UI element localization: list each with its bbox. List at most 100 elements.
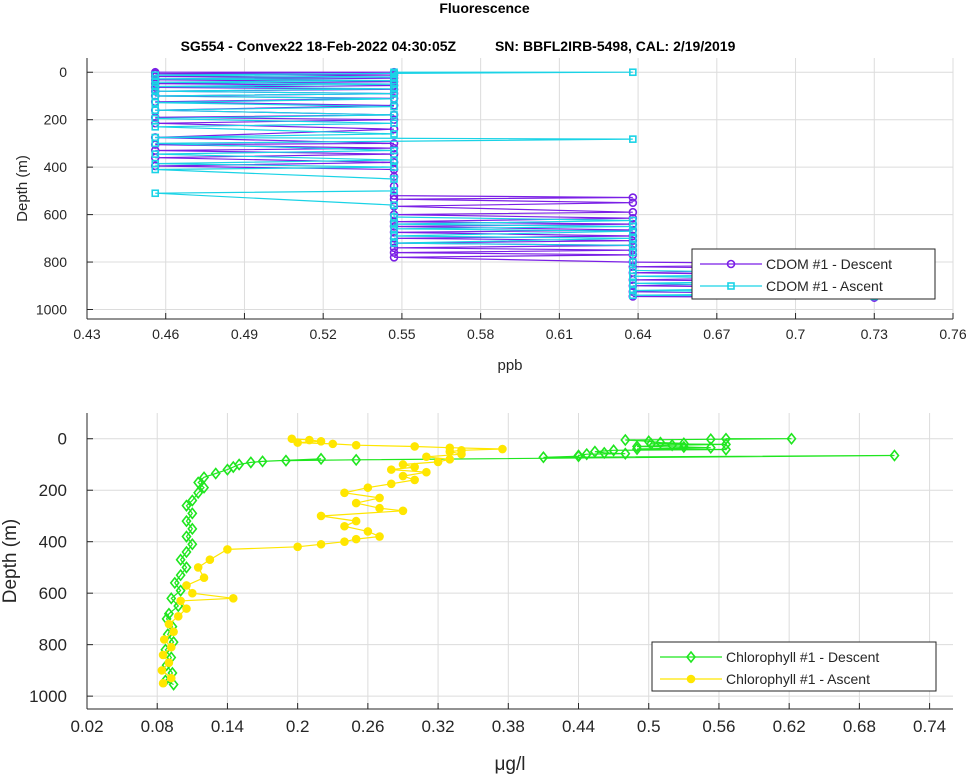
data-point (620, 433, 631, 447)
data-point (410, 462, 419, 472)
data-point (629, 68, 637, 77)
x-tick-label: 0.49 (231, 326, 258, 342)
data-point (632, 440, 643, 453)
data-point (667, 438, 678, 452)
data-point (363, 527, 373, 536)
data-point (166, 673, 176, 683)
data-point (176, 596, 185, 606)
data-point (351, 534, 361, 544)
data-point (422, 452, 431, 462)
data-point (629, 248, 637, 257)
data-point (629, 258, 637, 266)
y-tick-label: 1000 (29, 687, 67, 706)
legend-box (651, 641, 937, 692)
data-point (316, 511, 326, 521)
data-point (351, 498, 361, 508)
x-tick-label: 0.44 (562, 717, 595, 736)
data-point (151, 87, 160, 96)
data-point (398, 460, 408, 469)
y-tick-label: 800 (44, 254, 68, 270)
legend-marker (727, 282, 735, 290)
x-tick-label: 0.5 (637, 717, 661, 736)
x-tick-label: 0.62 (773, 717, 806, 736)
data-point (316, 452, 327, 466)
data-point (589, 445, 600, 458)
data-point (629, 291, 637, 300)
data-point (151, 71, 160, 79)
data-point (375, 493, 384, 503)
data-point (389, 253, 399, 262)
data-point (193, 486, 204, 500)
data-point (187, 507, 198, 520)
data-point (720, 443, 731, 456)
data-point (164, 619, 174, 629)
data-point (151, 150, 160, 158)
data-point (222, 463, 233, 476)
data-point (390, 163, 398, 171)
figure-subtitle: SG554 - Convex22 18-Feb-2022 04:30:05Z S… (180, 38, 736, 54)
legend-label: Chlorophyll #1 - Ascent (726, 671, 870, 687)
chlorophyll-axes: 0.02 0.08 0.14 0.2 0.26 0.32 0.38 0.44 0.5 0.56 0.… (0, 413, 953, 775)
data-point (629, 234, 637, 243)
data-point (390, 187, 398, 195)
data-point (629, 241, 637, 250)
data-point (151, 114, 160, 123)
data-point (422, 467, 431, 477)
data-point (151, 106, 160, 114)
x-tick-label: 0.46 (152, 326, 179, 342)
y-tick-label: 400 (39, 533, 67, 552)
data-point (287, 434, 297, 444)
series-line (155, 71, 875, 298)
data-point (340, 537, 349, 546)
x-tick-label: 0.32 (422, 717, 455, 736)
data-point (620, 447, 631, 460)
x-tick-label: 0.26 (351, 717, 384, 736)
data-point (182, 604, 191, 613)
x-tick-label: 0.2 (286, 717, 310, 736)
data-point (316, 539, 326, 549)
x-tick-label: 0.55 (388, 326, 415, 342)
data-point (390, 102, 398, 111)
data-point (159, 635, 169, 644)
data-point (175, 568, 186, 582)
x-tick-label: 0.64 (624, 326, 651, 342)
data-point (151, 133, 160, 142)
data-point (628, 193, 638, 202)
data-point (390, 239, 398, 247)
data-point (151, 82, 160, 91)
data-point (157, 666, 167, 675)
data-point (351, 440, 361, 450)
x-tick-label: 0.56 (702, 717, 735, 736)
x-tick-label: 0.08 (141, 717, 174, 736)
data-point (629, 286, 637, 295)
legend-box (691, 248, 936, 300)
data-point (169, 627, 178, 637)
data-point (257, 455, 268, 468)
data-point (199, 573, 209, 583)
data-point (390, 213, 398, 221)
chlorophyll-series-2 (157, 434, 507, 688)
data-point (316, 437, 326, 446)
data-point (280, 454, 291, 467)
data-point (655, 436, 666, 449)
data-point (678, 440, 689, 454)
legend-label: Chlorophyll #1 - Descent (726, 649, 879, 665)
data-point (293, 542, 302, 552)
data-point (340, 521, 349, 531)
data-point (705, 432, 716, 446)
data-point (187, 494, 198, 507)
data-point (181, 530, 192, 543)
x-tick-label: 0.73 (861, 326, 888, 342)
y-tick-label: 200 (44, 112, 68, 128)
data-point (628, 198, 638, 208)
data-point (245, 456, 256, 469)
legend-label: CDOM #1 - Descent (766, 256, 892, 272)
data-point (389, 248, 399, 257)
data-point (398, 506, 408, 516)
x-tick-label: 0.74 (913, 717, 946, 736)
data-point (410, 475, 419, 485)
y-tick-label: 0 (58, 430, 67, 449)
data-point (375, 503, 384, 513)
data-point (678, 437, 689, 450)
